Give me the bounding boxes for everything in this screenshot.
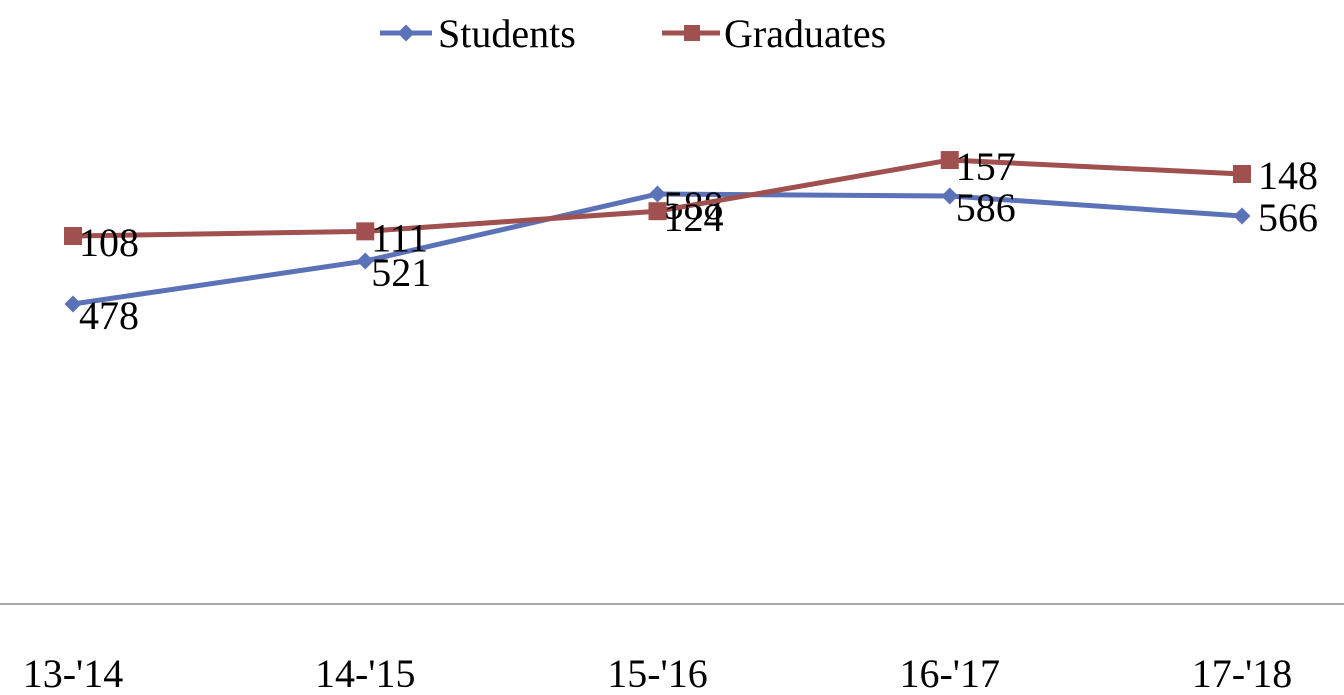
data-point-marker — [356, 252, 374, 270]
data-label: 586 — [956, 185, 1016, 230]
data-label: 157 — [956, 144, 1016, 189]
x-tick-label: 13-'14 — [23, 651, 124, 695]
legend-label-students: Students — [438, 11, 576, 56]
x-tick-label: 17-'18 — [1192, 651, 1293, 695]
data-point-marker — [941, 187, 959, 205]
legend-label-graduates: Graduates — [724, 11, 886, 56]
data-label: 111 — [371, 215, 428, 260]
x-tick-label: 16-'17 — [899, 651, 1000, 695]
data-point-marker — [64, 295, 82, 313]
data-point-marker — [649, 185, 666, 203]
data-point-marker — [356, 222, 375, 241]
data-point-marker — [1233, 207, 1251, 225]
data-label: 108 — [79, 220, 139, 265]
legend-item-students: Students — [380, 11, 576, 56]
legend-marker-students — [397, 24, 415, 42]
data-label: 148 — [1258, 153, 1318, 198]
data-point-marker — [1233, 165, 1251, 183]
data-label: 566 — [1258, 195, 1318, 240]
data-label: 521 — [371, 250, 431, 295]
legend: Students Graduates — [380, 11, 886, 56]
x-axis-tick-labels: 13-'14 14-'15 15-'16 16-'17 17-'18 — [23, 651, 1293, 695]
legend-marker-graduates — [684, 25, 700, 41]
data-point-marker — [940, 151, 959, 170]
legend-item-graduates: Graduates — [662, 11, 886, 56]
data-label: 478 — [79, 293, 139, 338]
series-graduates: 108 111 124 157 148 — [64, 144, 1318, 265]
x-tick-label: 14-'15 — [315, 651, 416, 695]
data-point-marker — [648, 202, 667, 221]
data-label: 124 — [664, 195, 724, 240]
x-tick-label: 15-'16 — [607, 651, 708, 695]
data-point-marker — [64, 227, 82, 245]
